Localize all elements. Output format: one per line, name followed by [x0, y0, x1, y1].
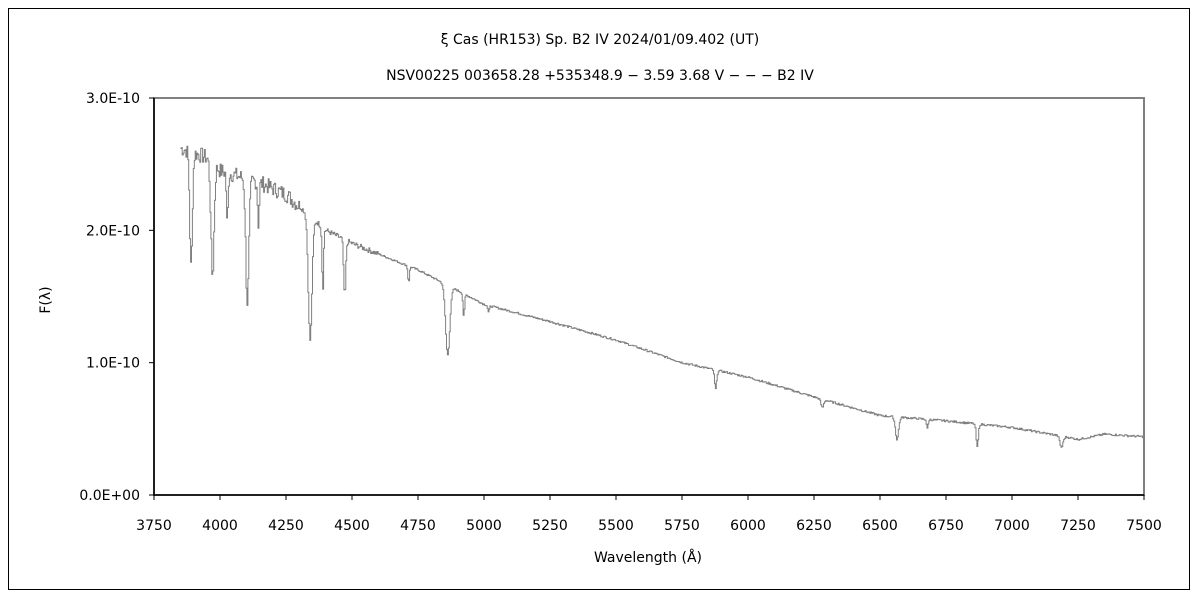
y-tick-label: 2.0E-10: [86, 223, 140, 239]
x-tick-label: 5250: [532, 518, 568, 534]
chart-subtitle: NSV00225 003658.28 +535348.9 − 3.59 3.68…: [386, 68, 814, 84]
spectrum-line: [180, 145, 1144, 448]
x-tick-label: 6500: [862, 518, 898, 534]
x-tick-label: 5750: [664, 518, 700, 534]
x-tick-label: 7250: [1060, 518, 1096, 534]
x-tick-label: 4750: [400, 518, 436, 534]
chart-title: ξ Cas (HR153) Sp. B2 IV 2024/01/09.402 (…: [441, 32, 760, 48]
plot-area: [153, 97, 1145, 496]
x-tick-label: 4000: [202, 518, 238, 534]
x-tick-label: 6750: [928, 518, 964, 534]
x-tick-label: 7500: [1126, 518, 1162, 534]
x-tick-label: 3750: [136, 518, 172, 534]
x-axis-label: Wavelength (Å): [594, 549, 702, 566]
y-tick-label: 1.0E-10: [86, 356, 140, 372]
x-tick-label: 4250: [268, 518, 304, 534]
x-tick-label: 7000: [994, 518, 1030, 534]
x-tick-label: 6000: [730, 518, 766, 534]
y-axis-label: F(λ): [38, 286, 54, 313]
y-tick-label: 3.0E-10: [86, 91, 140, 107]
x-tick-label: 6250: [796, 518, 832, 534]
x-tick-label: 5000: [466, 518, 502, 534]
chart-frame: [8, 8, 1190, 590]
y-tick-label: 0.0E+00: [79, 488, 140, 504]
x-tick-label: 5500: [598, 518, 634, 534]
x-tick-label: 4500: [334, 518, 370, 534]
